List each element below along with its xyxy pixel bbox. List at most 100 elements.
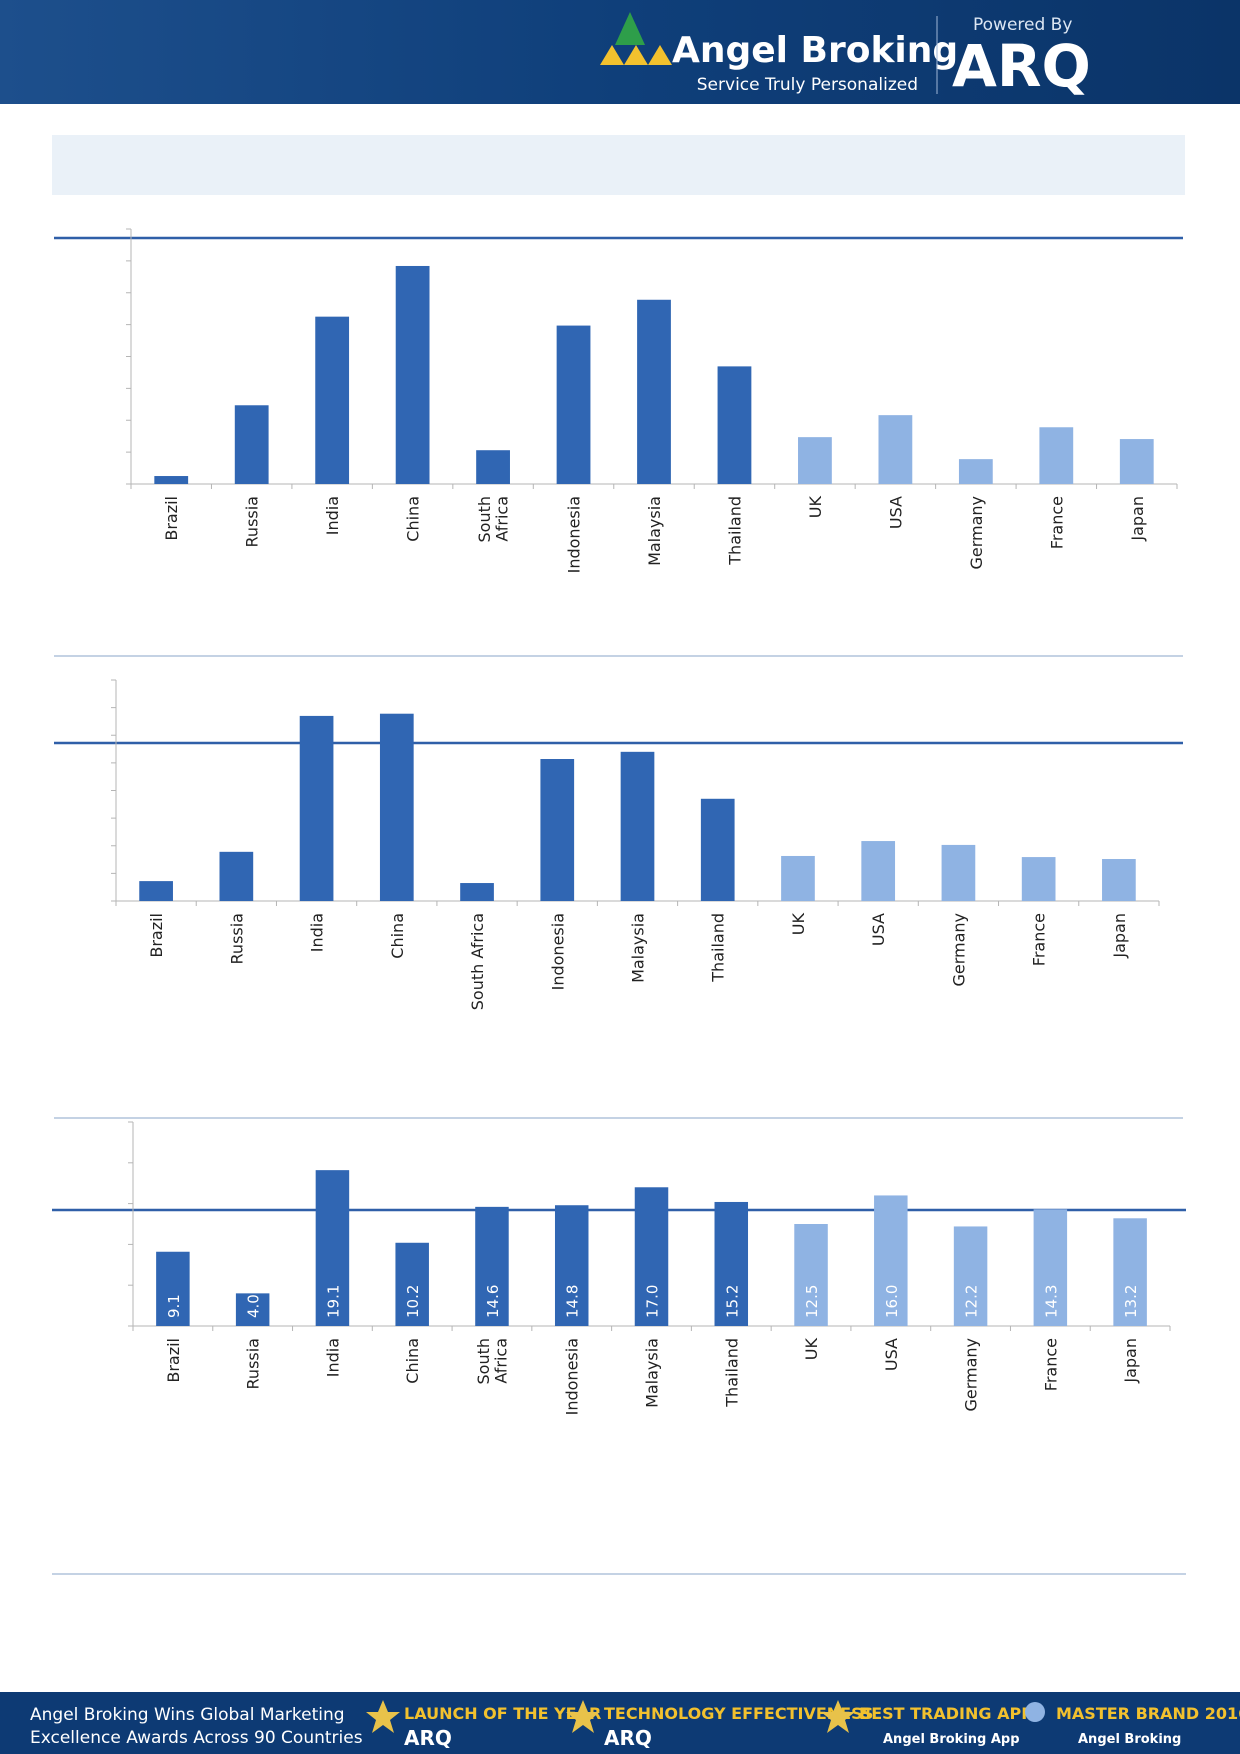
value-label: 10.2 — [404, 1285, 422, 1318]
x-tick-label: Indonesia — [565, 496, 584, 573]
x-tick-label: Indonesia — [548, 913, 567, 990]
x-tick-label: South Africa — [468, 913, 487, 1010]
bar — [1102, 859, 1136, 901]
x-tick-label: Japan — [1110, 913, 1129, 959]
value-label: 12.2 — [963, 1285, 981, 1318]
bar — [958, 459, 993, 484]
powered-by: Powered By — [973, 15, 1072, 35]
bar — [941, 844, 976, 901]
x-tick-label: Russia — [227, 913, 246, 964]
bar — [315, 316, 350, 484]
bar — [379, 713, 414, 901]
bar — [717, 366, 752, 484]
x-tick-label: Malaysia — [645, 496, 664, 566]
bar — [395, 265, 430, 484]
value-label: 4.0 — [245, 1294, 263, 1318]
x-tick-label: USA — [886, 496, 905, 529]
bar — [460, 883, 494, 901]
footer-text: Angel Broking Wins Global Marketing — [30, 1705, 345, 1725]
x-tick-label: South Africa — [474, 1338, 511, 1389]
header-bar — [0, 0, 1240, 104]
award-brand: Angel Broking — [1078, 1732, 1181, 1747]
x-tick-label: China — [404, 496, 423, 542]
bar — [714, 1201, 749, 1326]
tagline: Service Truly Personalized — [697, 75, 918, 95]
bar — [700, 798, 735, 901]
bar — [953, 1226, 988, 1326]
bar — [395, 1242, 429, 1326]
awards: LAUNCH OF THE YEAR ARQ TECHNOLOGY EFFECT… — [366, 1700, 1240, 1750]
title-box — [52, 135, 1185, 195]
x-tick-label: USA — [882, 1338, 901, 1371]
x-tick-label: India — [308, 913, 327, 952]
x-tick-label: USA — [869, 913, 888, 946]
award-title: TECHNOLOGY EFFECTIVENESS — [604, 1704, 873, 1723]
value-label: 14.6 — [484, 1285, 502, 1318]
value-label: 12.5 — [803, 1285, 821, 1318]
bar — [156, 1251, 190, 1326]
x-tick-label: India — [323, 1338, 342, 1377]
bar — [798, 437, 832, 484]
bar — [234, 405, 269, 484]
x-tick-label: China — [388, 913, 407, 959]
value-label: 14.3 — [1042, 1285, 1060, 1318]
x-tick-label: Brazil — [147, 913, 166, 958]
bar — [299, 715, 334, 901]
bar — [781, 855, 815, 901]
bar — [1113, 1218, 1147, 1326]
value-label: 9.1 — [165, 1294, 183, 1318]
x-tick-label: South Africa — [475, 496, 512, 547]
bar — [235, 1293, 270, 1326]
bar — [634, 1187, 669, 1326]
x-tick-label: Malaysia — [629, 913, 648, 983]
bar — [878, 415, 913, 484]
award-icon — [821, 1700, 855, 1733]
x-tick-label: Germany — [962, 1338, 981, 1412]
value-label: 15.2 — [723, 1285, 741, 1318]
logo-mark — [648, 45, 672, 65]
x-tick-label: UK — [802, 1337, 821, 1360]
bar — [219, 851, 254, 901]
footer-text: Excellence Awards Across 90 Countries — [30, 1728, 363, 1748]
bar — [139, 881, 173, 901]
x-tick-label: France — [1041, 1338, 1060, 1391]
bar — [540, 759, 575, 901]
value-label: 14.8 — [564, 1285, 582, 1318]
award-title: BEST TRADING APP — [859, 1704, 1033, 1723]
x-tick-label: Japan — [1121, 1338, 1140, 1384]
value-label: 16.0 — [883, 1285, 901, 1318]
bar — [1119, 439, 1154, 484]
logo-mark — [600, 45, 624, 65]
x-tick-label: Thailand — [722, 1338, 741, 1408]
x-tick-label: UK — [789, 912, 808, 935]
bar — [154, 476, 189, 484]
product: ARQ — [952, 32, 1091, 100]
x-tick-label: China — [403, 1338, 422, 1384]
x-tick-label: Japan — [1128, 496, 1147, 542]
x-tick-label: Brazil — [164, 1338, 183, 1383]
x-tick-label: India — [323, 496, 342, 535]
x-tick-label: UK — [806, 495, 825, 518]
bar — [476, 450, 510, 484]
value-label: 17.0 — [644, 1285, 662, 1318]
x-tick-label: Germany — [967, 496, 986, 570]
x-tick-label: Thailand — [725, 496, 744, 566]
x-tick-label: Russia — [243, 496, 262, 547]
logo-mark — [615, 12, 645, 45]
bar — [861, 841, 896, 901]
x-tick-label: Thailand — [709, 913, 728, 983]
bar — [1021, 857, 1056, 901]
x-tick-label: France — [1030, 913, 1049, 966]
brand: Angel Broking — [672, 30, 958, 71]
x-tick-label: Malaysia — [643, 1338, 662, 1408]
bar — [874, 1195, 908, 1326]
bar — [1039, 427, 1074, 484]
award-brand: ARQ — [404, 1726, 452, 1750]
bar — [620, 751, 655, 901]
bar — [637, 299, 671, 484]
bar — [315, 1170, 350, 1326]
x-tick-label: Germany — [949, 913, 968, 987]
x-tick-label: Indonesia — [563, 1338, 582, 1415]
award-brand: ARQ — [604, 1726, 652, 1750]
